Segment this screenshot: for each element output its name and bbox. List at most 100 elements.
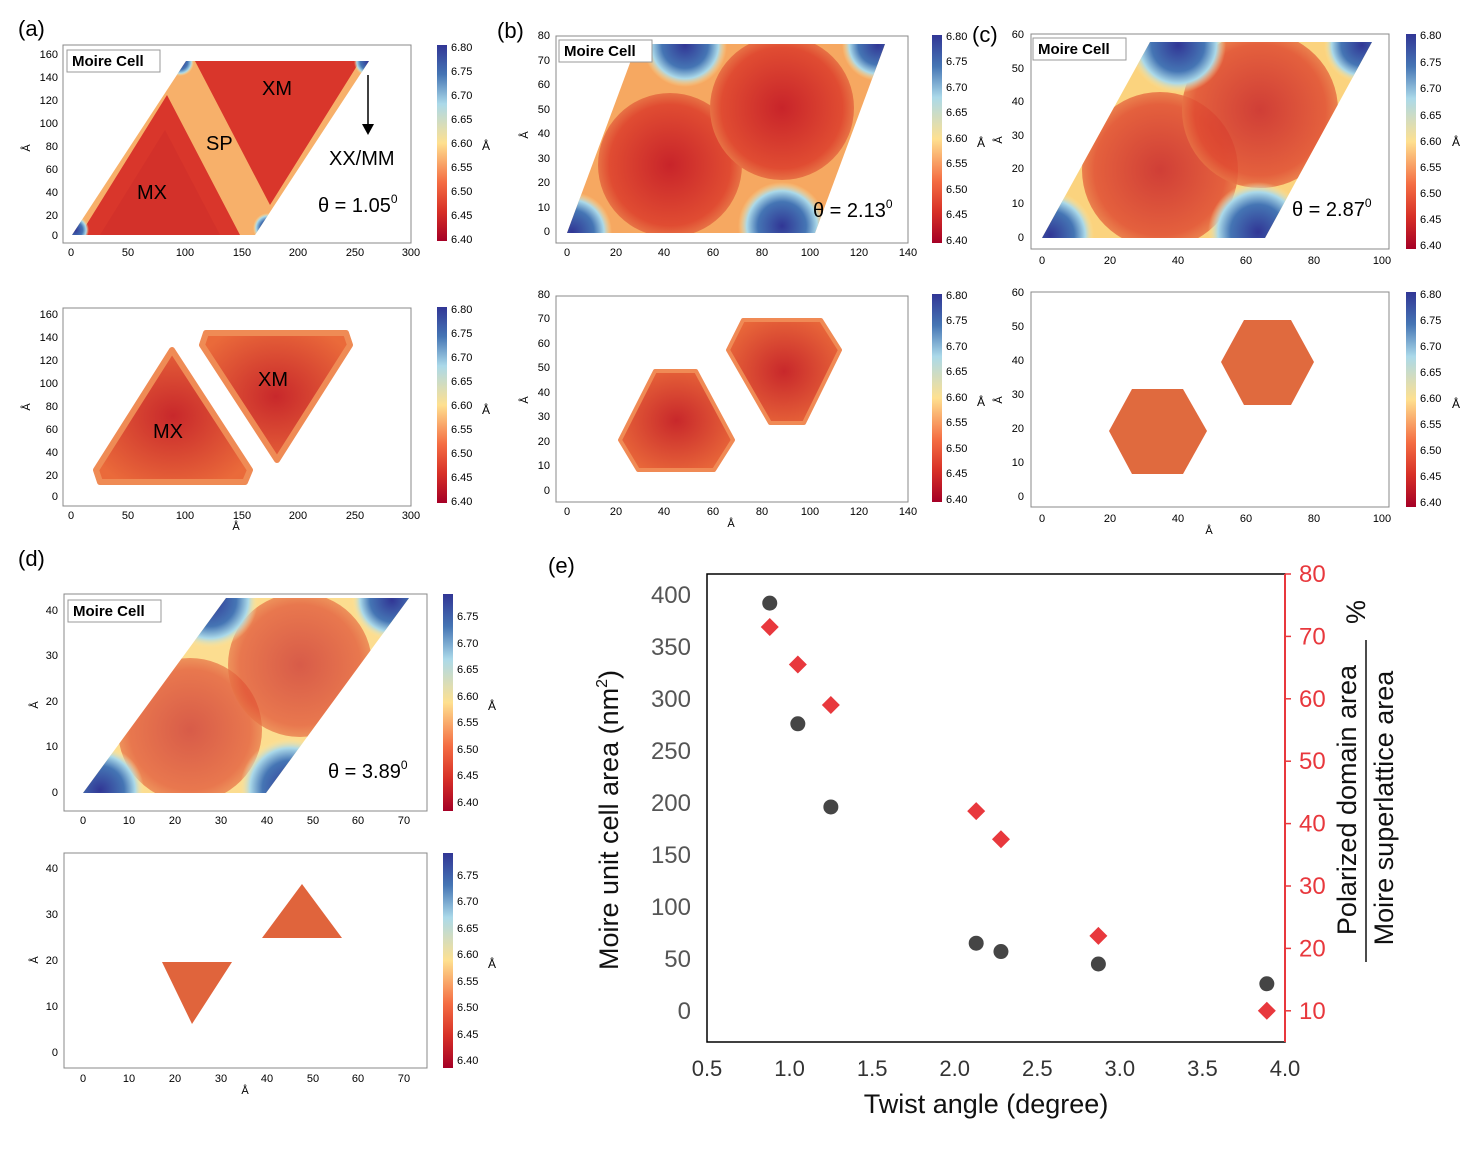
panel-b-label: (b) — [497, 18, 524, 43]
svg-text:Å: Å — [482, 402, 490, 417]
svg-text:6.65: 6.65 — [946, 366, 967, 378]
y-left-tick-label: 400 — [651, 582, 691, 609]
scatter-point-ratio — [967, 802, 986, 821]
panel-b-top-x-ticks: 0 20 40 60 80 100 120 140 — [564, 247, 917, 259]
svg-text:20: 20 — [610, 506, 622, 518]
panel-a-angle: θ = 1.050 — [318, 192, 398, 217]
svg-text:Å: Å — [488, 698, 496, 713]
svg-text:150: 150 — [233, 510, 251, 522]
panel-c-top-colorbar: 6.80 6.75 6.70 6.65 6.60 6.55 6.50 6.45 … — [1406, 30, 1460, 252]
svg-text:20: 20 — [538, 436, 550, 448]
svg-text:0: 0 — [80, 815, 86, 827]
panel-d-top-y-ticks: 40 30 20 10 0 — [46, 605, 58, 799]
svg-text:0: 0 — [1039, 255, 1045, 267]
panel-d-top-ylabel: Å — [28, 701, 41, 709]
svg-text:10: 10 — [1012, 457, 1024, 469]
panel-e-points — [760, 595, 1276, 1020]
svg-text:6.75: 6.75 — [451, 66, 472, 78]
svg-text:40: 40 — [1172, 513, 1184, 525]
svg-text:Å: Å — [482, 138, 490, 153]
svg-text:100: 100 — [1373, 513, 1391, 525]
panel-a-region-xm: XM — [262, 78, 292, 100]
panel-a-top-x-ticks: 0 50 100 150 200 250 300 — [68, 247, 420, 259]
svg-text:0: 0 — [80, 1073, 86, 1085]
svg-text:40: 40 — [46, 863, 58, 875]
svg-text:80: 80 — [538, 30, 550, 42]
svg-text:50: 50 — [1012, 63, 1024, 75]
svg-text:6.70: 6.70 — [451, 90, 472, 102]
svg-text:60: 60 — [1240, 513, 1252, 525]
svg-text:20: 20 — [46, 470, 58, 482]
svg-text:40: 40 — [1012, 96, 1024, 108]
panel-b-top-ylabel: Å — [518, 131, 531, 139]
panel-b-bottom-frame — [555, 295, 909, 503]
svg-text:6.75: 6.75 — [457, 870, 478, 882]
svg-text:6.60: 6.60 — [1420, 393, 1441, 405]
y-right-tick-label: 60 — [1299, 686, 1326, 713]
y-right-tick-label: 20 — [1299, 935, 1326, 962]
y-left-tick-label: 50 — [664, 946, 691, 973]
svg-text:0: 0 — [68, 247, 74, 259]
panel-a-bottom-region-mx: MX — [153, 421, 183, 443]
svg-text:6.75: 6.75 — [1420, 57, 1441, 69]
panel-c-bottom-x-ticks: 0 20 40 60 80 100 — [1039, 513, 1391, 525]
svg-text:Å: Å — [488, 956, 496, 971]
panel-d-bottom-ylabel: Å — [28, 956, 41, 964]
panel-d-bottom-x-ticks: 0 10 20 30 40 50 60 70 — [80, 1073, 410, 1085]
svg-text:80: 80 — [46, 401, 58, 413]
svg-text:6.80: 6.80 — [946, 290, 967, 302]
svg-text:250: 250 — [346, 247, 364, 259]
panel-a-bottom-ylabel: Å — [20, 403, 33, 411]
panel-d-bottom-colorbar: 6.75 6.70 6.65 6.60 6.55 6.50 6.45 6.40 … — [443, 853, 496, 1068]
svg-text:10: 10 — [538, 460, 550, 472]
panel-e-ylabel-right-num: Polarized domain area — [1332, 664, 1362, 935]
svg-text:40: 40 — [46, 187, 58, 199]
svg-text:6.50: 6.50 — [946, 184, 967, 196]
panel-c-label: (c) — [972, 22, 998, 47]
svg-text:40: 40 — [46, 605, 58, 617]
panel-c-angle: θ = 2.870 — [1292, 196, 1372, 221]
svg-text:30: 30 — [538, 411, 550, 423]
panel-a-label: (a) — [18, 16, 45, 41]
panel-d-legend-box — [67, 599, 162, 623]
panel-b-bottom-colorbar: 6.80 6.75 6.70 6.65 6.60 6.55 6.50 6.45 … — [932, 290, 985, 506]
svg-text:20: 20 — [1012, 163, 1024, 175]
svg-text:60: 60 — [1012, 287, 1024, 299]
panel-e-ylabel-right-pct: % — [1341, 600, 1371, 624]
panel-b-legend-box — [558, 39, 653, 63]
svg-text:6.65: 6.65 — [1420, 110, 1441, 122]
svg-text:10: 10 — [538, 202, 550, 214]
svg-text:6.45: 6.45 — [451, 472, 472, 484]
svg-text:6.80: 6.80 — [946, 31, 967, 43]
svg-text:0: 0 — [52, 1047, 58, 1059]
svg-text:70: 70 — [538, 313, 550, 325]
panel-e-xlabel: Twist angle (degree) — [864, 1089, 1109, 1119]
panel-d-top-colorbar: 6.75 6.70 6.65 6.60 6.55 6.50 6.45 6.40 … — [443, 594, 496, 811]
svg-text:60: 60 — [707, 247, 719, 259]
svg-text:30: 30 — [46, 650, 58, 662]
panel-e-plot-frame — [706, 573, 1286, 1043]
panel-b-top-colorbar: 6.80 6.75 6.70 6.65 6.60 6.55 6.50 6.45 … — [932, 31, 985, 247]
svg-text:30: 30 — [46, 909, 58, 921]
panel-d-legend-text: Moire Cell — [73, 603, 145, 620]
svg-text:6.40: 6.40 — [451, 234, 472, 246]
panel-e: (e) 0.5 1.0 1.5 2.0 2.5 3.0 3.5 4.0 40035030025… — [548, 553, 1399, 1119]
svg-text:100: 100 — [801, 506, 819, 518]
panel-a-top-ylabel: Å — [20, 144, 33, 152]
svg-text:20: 20 — [169, 1073, 181, 1085]
panel-a-arrow-head — [362, 124, 374, 135]
svg-text:6.50: 6.50 — [1420, 445, 1441, 457]
scatter-point-area — [823, 799, 839, 815]
scatter-point-ratio — [821, 696, 840, 715]
svg-text:20: 20 — [1104, 513, 1116, 525]
svg-text:6.60: 6.60 — [451, 400, 472, 412]
svg-text:6.45: 6.45 — [946, 468, 967, 480]
svg-text:Å: Å — [977, 135, 985, 150]
svg-text:6.40: 6.40 — [1420, 497, 1441, 509]
svg-text:250: 250 — [346, 510, 364, 522]
y-right-tick-label: 50 — [1299, 748, 1326, 775]
scatter-point-area — [993, 944, 1009, 960]
svg-text:0: 0 — [1018, 491, 1024, 503]
svg-text:40: 40 — [658, 247, 670, 259]
